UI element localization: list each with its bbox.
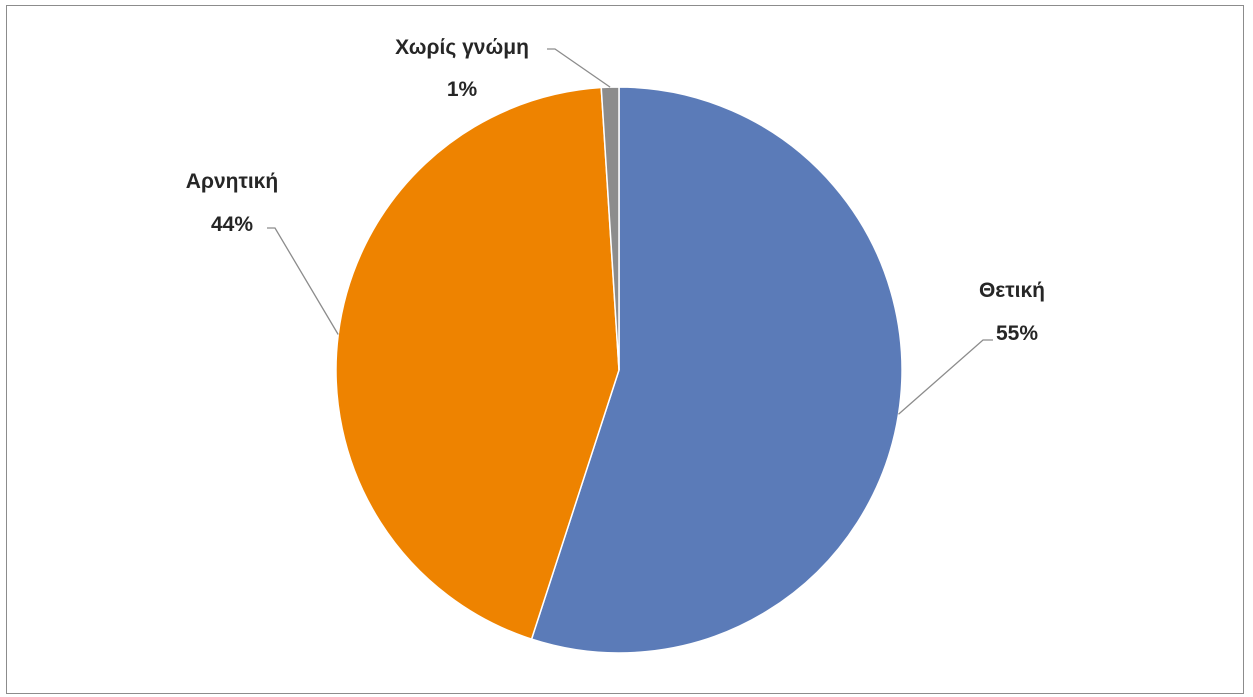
leader-line-1 — [898, 339, 993, 415]
data-label-category-1: Θετική — [979, 279, 1045, 302]
data-label-value-3: 1% — [447, 78, 478, 101]
chart-frame: Θετική 55% Αρνητική 44% Χωρίς γνώμη 1% — [6, 5, 1244, 694]
pie-chart: Θετική 55% Αρνητική 44% Χωρίς γνώμη 1% — [186, 36, 1045, 654]
leader-line-3 — [547, 48, 611, 88]
pie-slice-3 — [600, 86, 620, 371]
leader-line-2 — [267, 227, 339, 335]
leader-lines — [267, 48, 993, 415]
data-label-category-3: Χωρίς γνώμη — [395, 36, 529, 59]
pie-slices — [335, 86, 903, 654]
data-label-value-1: 55% — [996, 322, 1038, 345]
data-labels: Θετική 55% Αρνητική 44% Χωρίς γνώμη 1% — [186, 36, 1045, 345]
pie-slice-2 — [335, 86, 620, 641]
data-label-value-2: 44% — [211, 213, 253, 236]
data-label-category-2: Αρνητική — [186, 170, 278, 193]
